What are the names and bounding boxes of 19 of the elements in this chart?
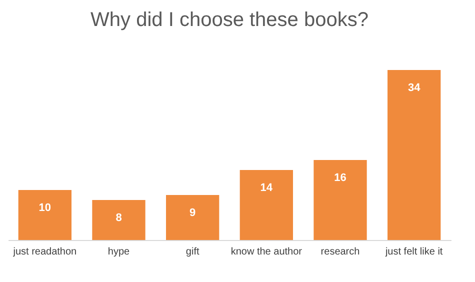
chart-title: Why did I choose these books?	[90, 9, 368, 31]
bar	[92, 200, 146, 240]
data-label: 10	[38, 202, 52, 214]
data-label: 14	[260, 182, 274, 194]
bar	[314, 160, 367, 240]
data-label: 16	[334, 172, 346, 184]
data-label: 34	[408, 82, 422, 94]
bar	[166, 195, 220, 240]
x-tick-label: just readathon	[12, 246, 77, 258]
x-tick-label: know the author	[230, 246, 303, 258]
x-tick-label: research	[320, 246, 360, 258]
bar	[18, 190, 72, 240]
bar	[388, 70, 441, 240]
data-label: 9	[190, 207, 196, 219]
bar	[240, 170, 293, 240]
data-label: 8	[116, 212, 122, 224]
x-tick-label: just felt like it	[384, 246, 443, 258]
x-tick-label: gift	[186, 246, 200, 258]
x-tick-label: hype	[108, 246, 130, 258]
